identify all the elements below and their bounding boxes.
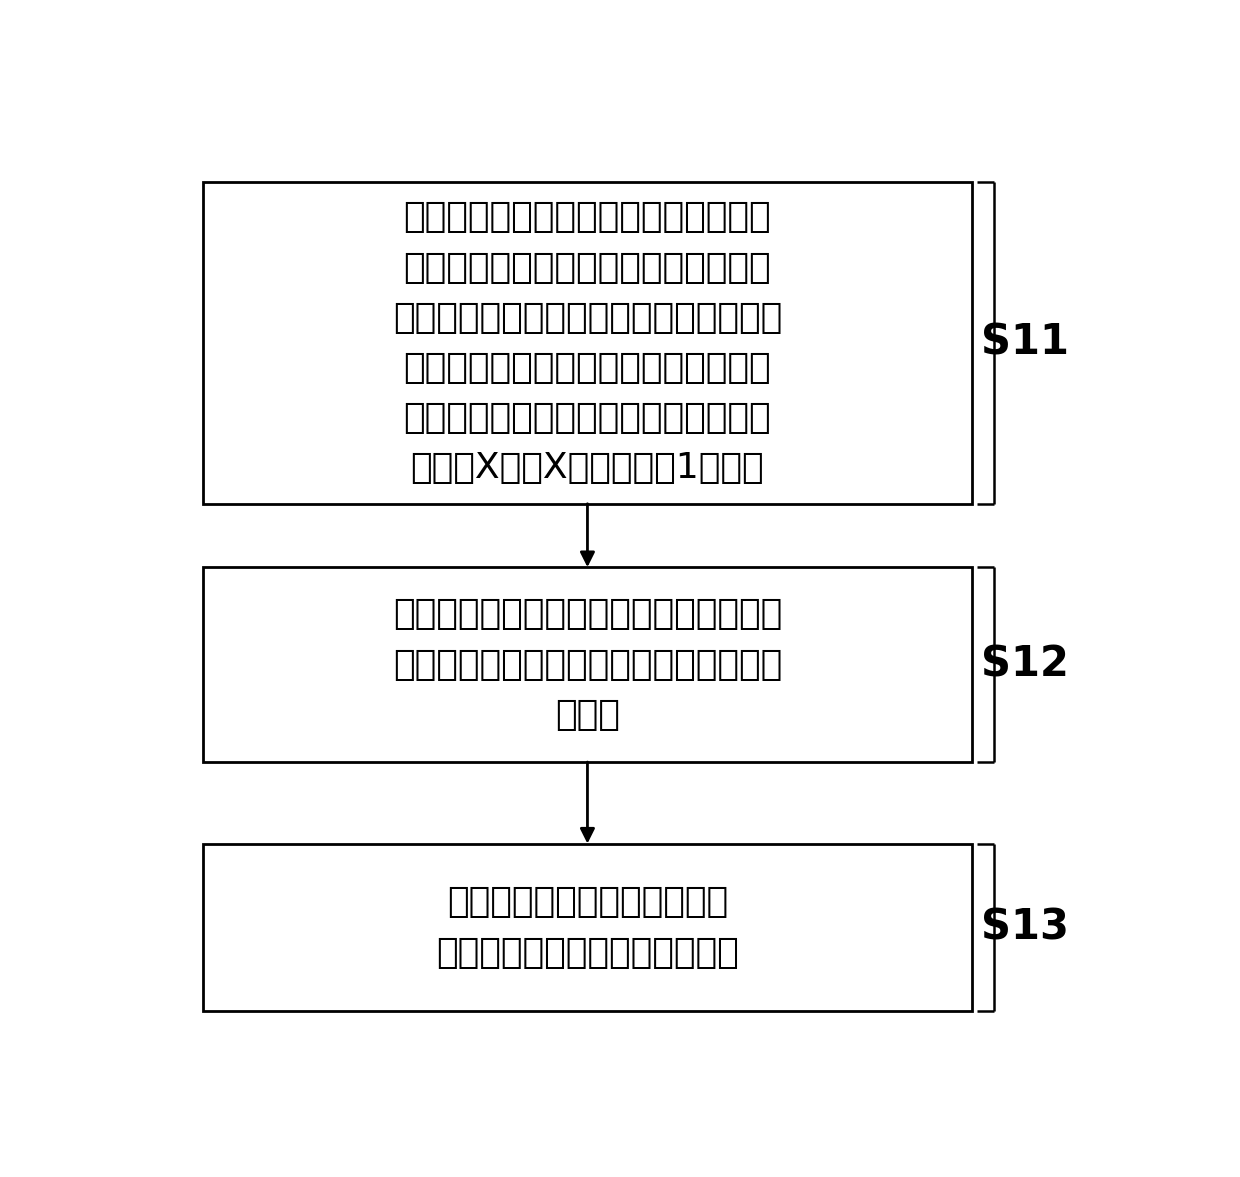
Text: S12: S12 bbox=[981, 644, 1069, 686]
Text: S11: S11 bbox=[981, 321, 1069, 364]
Text: 按照所述第一类终止条件的监听周期和所
述第二类终止条件的监听周期监听两类终
止条件: 按照所述第一类终止条件的监听周期和所 述第二类终止条件的监听周期监听两类终 止条… bbox=[393, 598, 782, 732]
Bar bbox=[203, 844, 972, 1011]
Bar bbox=[203, 567, 972, 762]
Bar bbox=[203, 182, 972, 504]
Text: 在对同一传输块进行上行连续重复传输
时，接收基站配置的第一类终止条件的
监听周期和第二类终止条件的监听周期，
其中，所述第一类终止条件的监听周期
长度为所述第二: 在对同一传输块进行上行连续重复传输 时，接收基站配置的第一类终止条件的 监听周期… bbox=[393, 200, 782, 485]
Text: S13: S13 bbox=[981, 906, 1069, 949]
Text: 根据监听结果选择是否终止对
所述传输块的上行连续重复传输: 根据监听结果选择是否终止对 所述传输块的上行连续重复传输 bbox=[436, 885, 739, 970]
